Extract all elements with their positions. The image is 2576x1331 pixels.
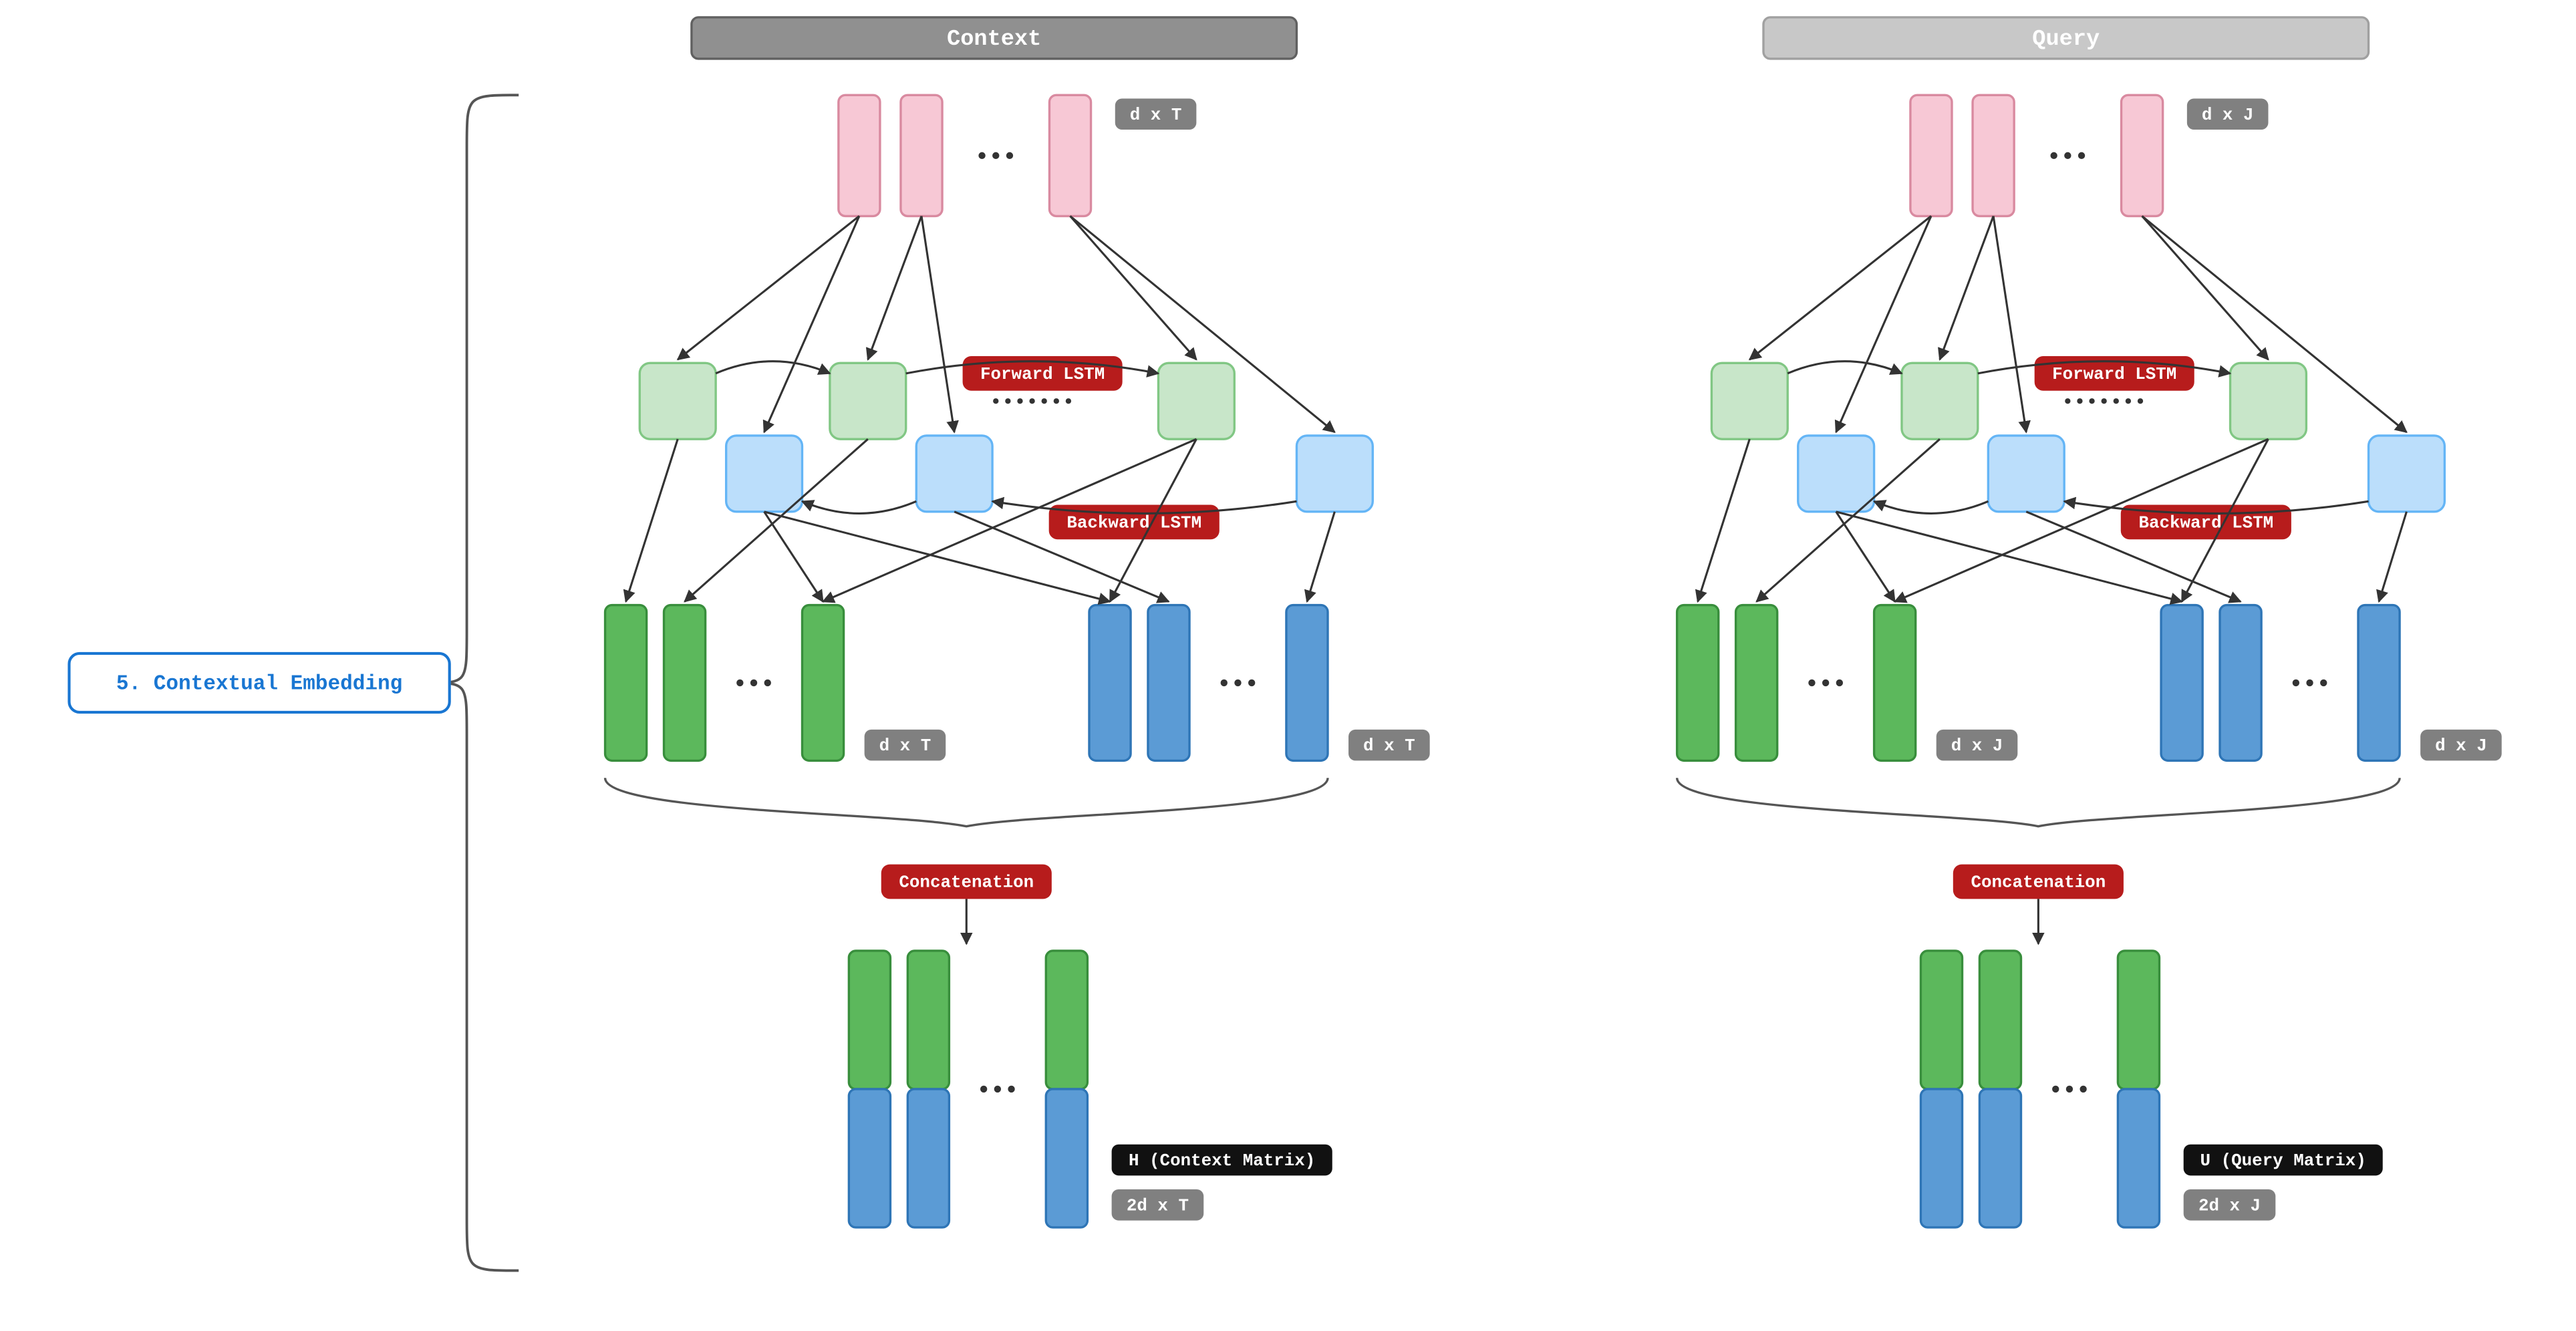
query-fwd-out-2 xyxy=(1874,605,1916,761)
context-fwd-out-1 xyxy=(664,605,706,761)
query-dim-bwd-text: d x J xyxy=(2435,736,2487,756)
context-input-1 xyxy=(901,95,942,216)
query-bwd-out-0 xyxy=(2161,605,2202,761)
context-gather-brace xyxy=(605,778,1328,826)
context-concat-top-1 xyxy=(907,951,949,1089)
query-forward-lstm-label-text: Forward LSTM xyxy=(2052,364,2176,384)
context-fwd-lstm-2 xyxy=(1158,363,1234,439)
context-concat-bot-0 xyxy=(849,1089,890,1227)
query-fwd-out-0 xyxy=(1677,605,1719,761)
query-fwd-lstm-1 xyxy=(1902,363,1978,439)
query-concat-top-0 xyxy=(1920,951,1962,1089)
query-concat-bot-2 xyxy=(2118,1089,2159,1227)
context-bwd-out-0 xyxy=(1089,605,1131,761)
query-fwd-lstm-2 xyxy=(2231,363,2307,439)
query-bwd-lstm-1 xyxy=(1988,436,2064,512)
context-dim-bwd-text: d x T xyxy=(1363,736,1415,756)
context-dim-out-text: 2d x T xyxy=(1127,1195,1189,1215)
query-concat-top-1 xyxy=(1979,951,2021,1089)
query-dim-fwd-text: d x J xyxy=(1951,736,2003,756)
context-bwd-out-1 xyxy=(1148,605,1189,761)
context-fwd-out-0 xyxy=(605,605,647,761)
context-header-text: Context xyxy=(947,27,1041,52)
context-matrix-label-text: H (Context Matrix) xyxy=(1129,1151,1315,1171)
context-concat-bot-1 xyxy=(907,1089,949,1227)
query-dim-in-text: d x J xyxy=(2202,105,2254,125)
context-fwd-lstm-1 xyxy=(830,363,906,439)
context-fwd-out-2 xyxy=(802,605,843,761)
query-bwd-out-2 xyxy=(2358,605,2400,761)
context-forward-lstm-label-text: Forward LSTM xyxy=(980,364,1105,384)
query-header-text: Query xyxy=(2032,27,2100,52)
query-bwd-lstm-0 xyxy=(1798,436,1874,512)
query-input-1 xyxy=(1973,95,2014,216)
query-bwd-out-1 xyxy=(2220,605,2261,761)
query-gather-brace xyxy=(1677,778,2400,826)
query-concat-top-2 xyxy=(2118,951,2159,1089)
query-fwd-out-1 xyxy=(1736,605,1777,761)
context-bwd-lstm-2 xyxy=(1296,436,1373,512)
query-concat-bot-0 xyxy=(1920,1089,1962,1227)
query-input-2 xyxy=(2122,95,2163,216)
query-backward-lstm-label-text: Backward LSTM xyxy=(2138,512,2273,533)
context-bwd-lstm-0 xyxy=(726,436,803,512)
query-matrix-label-text: U (Query Matrix) xyxy=(2200,1151,2366,1171)
query-concat-label-text: Concatenation xyxy=(1971,873,2106,893)
context-input-0 xyxy=(839,95,880,216)
context-concat-top-2 xyxy=(1046,951,1087,1089)
query-fwd-lstm-0 xyxy=(1711,363,1787,439)
context-concat-top-0 xyxy=(849,951,890,1089)
context-concat-bot-2 xyxy=(1046,1089,1087,1227)
context-input-2 xyxy=(1049,95,1091,216)
section-label: 5. Contextual Embedding xyxy=(116,672,402,696)
context-dim-fwd-text: d x T xyxy=(879,736,932,756)
query-dim-out-text: 2d x J xyxy=(2198,1195,2261,1215)
context-fwd-lstm-0 xyxy=(639,363,716,439)
query-input-0 xyxy=(1910,95,1952,216)
context-bwd-lstm-1 xyxy=(916,436,992,512)
context-concat-label-text: Concatenation xyxy=(899,873,1034,893)
context-dim-in-text: d x T xyxy=(1130,105,1182,125)
context-backward-lstm-label-text: Backward LSTM xyxy=(1066,512,1201,533)
query-bwd-lstm-2 xyxy=(2369,436,2445,512)
context-bwd-out-2 xyxy=(1286,605,1328,761)
query-concat-bot-1 xyxy=(1979,1089,2021,1227)
